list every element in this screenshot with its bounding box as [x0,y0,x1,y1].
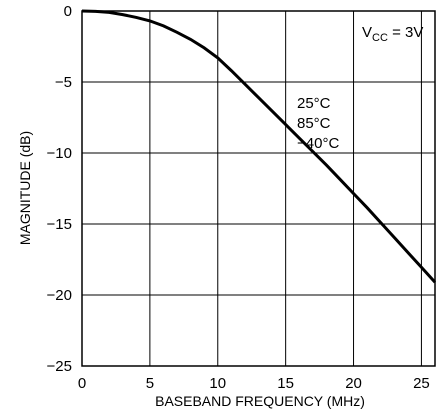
y-tick-label: −10 [47,145,72,162]
x-tick-label: 20 [345,375,362,392]
x-tick-label: 5 [146,375,154,392]
supply-value: = 3V [388,24,423,41]
x-tick-label: 10 [209,375,226,392]
x-tick-label: 15 [277,375,294,392]
x-tick-label: 0 [78,375,86,392]
supply-voltage-label: VCC = 3V [362,24,423,44]
supply-cc: CC [372,32,388,44]
plot-frame [81,10,436,367]
grid-lines [82,11,435,366]
temp-label-25c: 25°C [297,95,331,112]
y-tick-label: 0 [64,3,72,20]
y-tick-label: −25 [47,358,72,375]
x-tick-label: 25 [413,375,430,392]
y-tick-label: −15 [47,216,72,233]
y-tick-label: −20 [47,287,72,304]
y-tick-label: −5 [55,74,72,91]
x-axis-ticks: 0 5 10 15 20 25 [78,375,430,392]
magnitude-curve [81,9,437,284]
y-axis-title: MAGNITUDE (dB) [17,131,33,245]
y-axis-ticks: 0 −5 −10 −15 −20 −25 [47,3,72,375]
supply-v: V [362,24,372,41]
x-axis-title: BASEBAND FREQUENCY (MHz) [155,393,365,409]
temp-label-85c: 85°C [297,115,331,132]
temp-label-minus40c: −40°C [297,135,339,152]
